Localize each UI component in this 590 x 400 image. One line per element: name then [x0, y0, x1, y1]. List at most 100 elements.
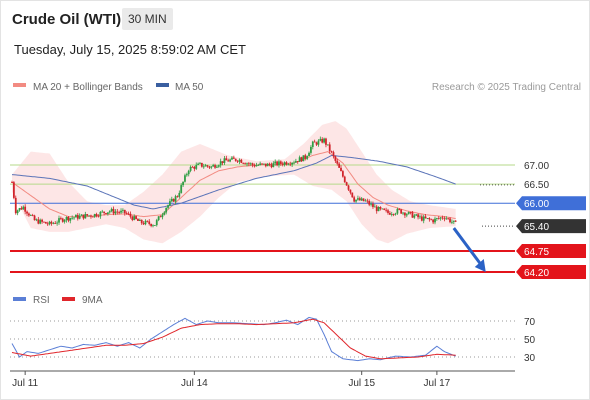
candle-body [424, 216, 427, 219]
candle-body [157, 216, 160, 221]
candle [75, 214, 77, 218]
candle [388, 210, 391, 216]
candle-body [187, 170, 190, 175]
candle [373, 203, 376, 208]
candle-body [133, 216, 136, 220]
candle [422, 214, 425, 224]
candle-body [110, 208, 113, 212]
candle-body [108, 211, 111, 213]
candle-body [409, 212, 412, 213]
candle-body [454, 220, 457, 222]
candle [112, 206, 115, 216]
rsi-ma-legend-label: 9MA [82, 295, 103, 306]
candle [308, 151, 310, 157]
candle [296, 161, 299, 164]
candle [283, 161, 286, 167]
rsi-ma-legend-swatch [62, 297, 75, 301]
candle [306, 155, 309, 161]
x-tick-label-1: Jul 14 [181, 378, 208, 389]
candle-body [165, 207, 168, 213]
candle [161, 212, 164, 220]
candle [146, 220, 149, 223]
candle-body [238, 159, 241, 162]
candle-body [48, 221, 51, 225]
candle-body [246, 163, 248, 165]
candle [50, 220, 53, 226]
candle-body [12, 182, 15, 198]
candle-body [368, 201, 371, 205]
candle-body [338, 163, 341, 168]
candle-body [123, 209, 126, 214]
candle-body [73, 217, 75, 219]
candle [18, 207, 21, 212]
level-tag-66.00 [516, 196, 586, 211]
candle [332, 150, 335, 159]
candle-body [360, 198, 363, 201]
candle-body [229, 159, 231, 162]
candle [65, 216, 68, 223]
candle [153, 225, 156, 226]
candle-body [289, 164, 292, 166]
candle-body [298, 157, 301, 162]
candle-body [343, 176, 346, 183]
candle [249, 162, 252, 166]
candle [184, 173, 186, 183]
candle-body [174, 196, 177, 202]
candle-body [217, 165, 220, 167]
candle [178, 190, 181, 199]
ma20-legend-label: MA 20 + Bollinger Bands [33, 82, 143, 93]
candle [123, 209, 126, 216]
candle [407, 211, 410, 215]
candle-body [336, 160, 339, 164]
candle-body [46, 223, 49, 225]
candle [353, 195, 356, 203]
candle [341, 169, 344, 178]
candle [383, 208, 386, 211]
rsi-legend-swatch [13, 297, 26, 301]
candle-body [11, 182, 13, 183]
candle [229, 158, 231, 163]
candle-body [315, 142, 318, 145]
candle-body [65, 216, 68, 221]
candle-body [116, 211, 119, 213]
candle [152, 224, 154, 228]
candle [103, 211, 106, 216]
candle [430, 218, 433, 221]
candle-body [86, 214, 89, 216]
candle-body [31, 215, 34, 216]
candle [381, 208, 384, 210]
price-levels [10, 164, 515, 273]
candle-body [251, 163, 254, 166]
candle [259, 161, 262, 166]
candle [67, 216, 70, 223]
candle-body [28, 213, 30, 216]
candle [355, 199, 357, 204]
candle [197, 162, 200, 166]
x-tick-label-2: Jul 15 [348, 378, 375, 389]
candle [285, 161, 288, 166]
candle [210, 165, 213, 170]
candle [330, 150, 333, 154]
candle-body [430, 219, 433, 221]
candle [39, 218, 42, 225]
forecast-arrow [452, 227, 486, 272]
level-label-67.00: 67.00 [524, 161, 549, 172]
candle [29, 214, 32, 216]
candle [90, 214, 92, 219]
chart-header: Crude Oil (WTI) 30 MIN [1, 1, 589, 37]
candle-body [253, 165, 256, 167]
candle [172, 198, 175, 202]
candle-body [392, 214, 395, 215]
level-tag-64.75 [516, 243, 586, 258]
candle [125, 211, 128, 215]
candle-body [317, 140, 320, 145]
candle [140, 219, 143, 225]
candle [428, 217, 431, 222]
candle [234, 158, 237, 162]
candle-body [120, 210, 122, 213]
timeframe-button[interactable]: 30 MIN [122, 8, 173, 30]
level-label-65.40: 65.40 [524, 222, 549, 233]
level-label-66.50: 66.50 [524, 180, 549, 191]
candle [170, 196, 173, 203]
